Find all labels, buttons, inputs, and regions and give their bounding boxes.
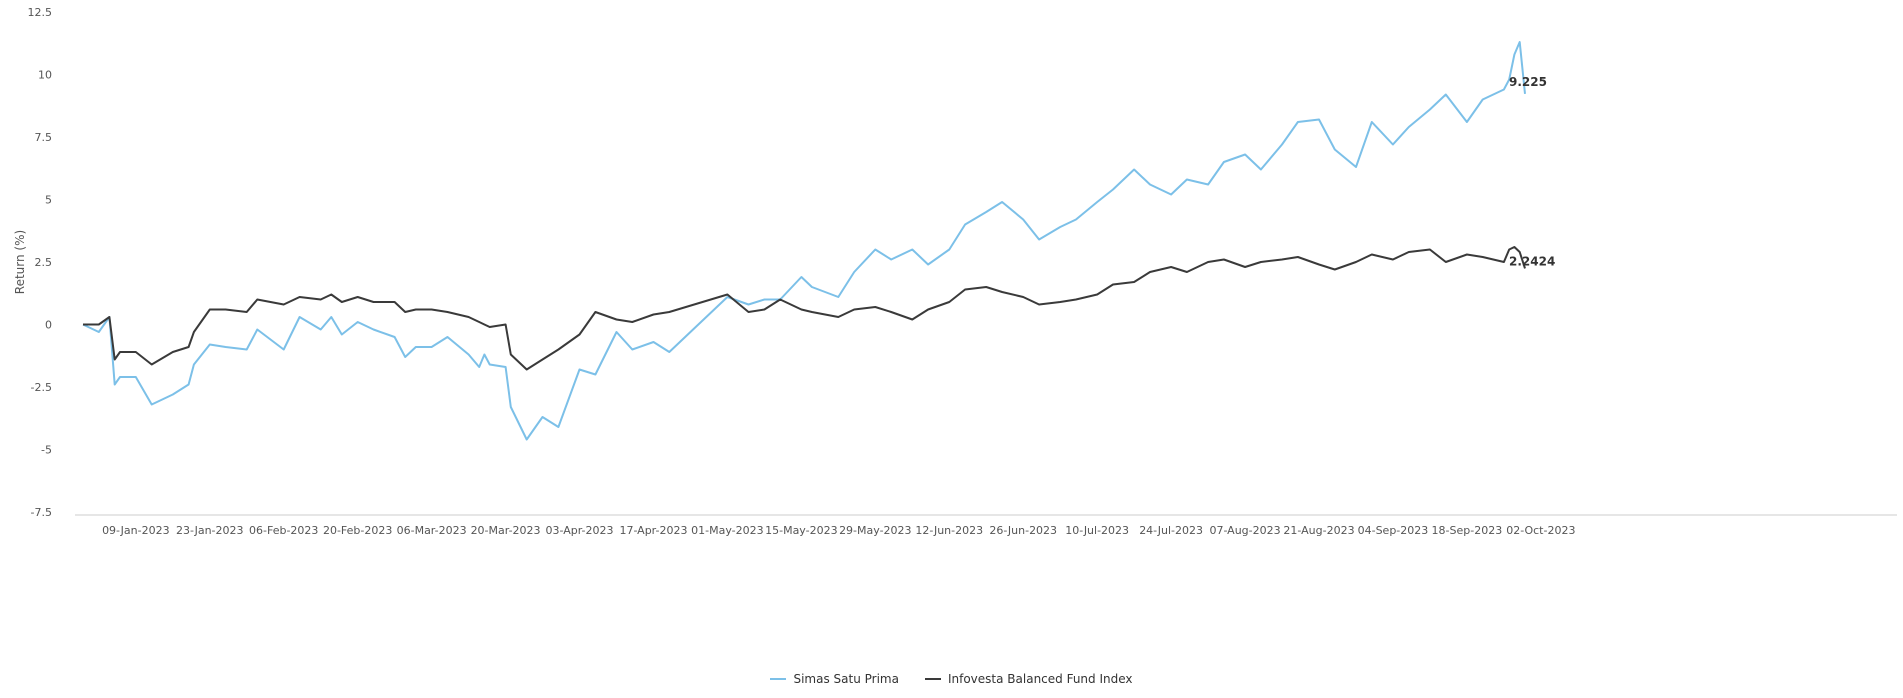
legend-label-simas: Simas Satu Prima: [793, 672, 899, 686]
legend-item-infovesta-balanced[interactable]: Infovesta Balanced Fund Index: [924, 672, 1133, 686]
x-tick-label: 24-Jul-2023: [1139, 524, 1203, 537]
y-axis-title: Return (%): [13, 230, 27, 294]
y-tick-label: 0: [45, 319, 52, 332]
x-tick-label: 17-Apr-2023: [619, 524, 687, 537]
end-labels: 9.225 2.2424: [1509, 75, 1555, 269]
x-tick-label: 10-Jul-2023: [1065, 524, 1129, 537]
y-tick-label: -5: [41, 444, 52, 457]
x-axis: 09-Jan-2023 23-Jan-2023 06-Feb-2023 20-Feb-…: [75, 514, 1897, 537]
x-tick-label: 04-Sep-2023: [1358, 524, 1429, 537]
x-tick-label: 09-Jan-2023: [102, 524, 170, 537]
x-tick-label: 20-Mar-2023: [471, 524, 541, 537]
x-tick-label: 12-Jun-2023: [915, 524, 983, 537]
y-tick-label: 12.5: [28, 6, 53, 19]
series-line-simas-satu-prima: [82, 41, 1526, 441]
x-tick-label: 06-Feb-2023: [249, 524, 318, 537]
x-tick-label: 20-Feb-2023: [323, 524, 392, 537]
x-tick-label: 07-Aug-2023: [1209, 524, 1280, 537]
y-tick-label: 10: [38, 69, 52, 82]
y-tick-label: 5: [45, 194, 52, 207]
legend-label-infovesta: Infovesta Balanced Fund Index: [947, 672, 1133, 686]
series-end-label: 2.2424: [1509, 254, 1555, 268]
series-end-label: 9.225: [1509, 75, 1547, 89]
legend-swatch-simas: [770, 678, 787, 680]
series-line-infovesta-balanced-fund-index: [83, 246, 1526, 371]
x-tick-label: 18-Sep-2023: [1432, 524, 1503, 537]
x-tick-label: 06-Mar-2023: [397, 524, 467, 537]
x-tick-label: 23-Jan-2023: [176, 524, 244, 537]
x-tick-label: 01-May-2023: [691, 524, 763, 537]
x-tick-label: 21-Aug-2023: [1283, 524, 1354, 537]
x-tick-label: 29-May-2023: [839, 524, 911, 537]
y-tick-label: 7.5: [35, 131, 53, 144]
y-axis: 12.5 10 7.5 5 2.5 0 -2.5 -5 -7.5: [28, 6, 53, 519]
y-tick-label: -7.5: [31, 506, 52, 519]
plot-lines: [82, 41, 1526, 441]
x-tick-label: 03-Apr-2023: [546, 524, 614, 537]
y-tick-label: -2.5: [31, 381, 52, 394]
x-tick-label: 02-Oct-2023: [1506, 524, 1575, 537]
x-tick-label: 15-May-2023: [765, 524, 837, 537]
legend-item-simas-satu-prima[interactable]: Simas Satu Prima: [770, 672, 899, 686]
legend: Simas Satu Prima Infovesta Balanced Fund…: [0, 672, 1903, 686]
legend-swatch-infovesta: [924, 678, 941, 680]
x-tick-label: 26-Jun-2023: [989, 524, 1057, 537]
y-tick-label: 2.5: [35, 256, 53, 269]
